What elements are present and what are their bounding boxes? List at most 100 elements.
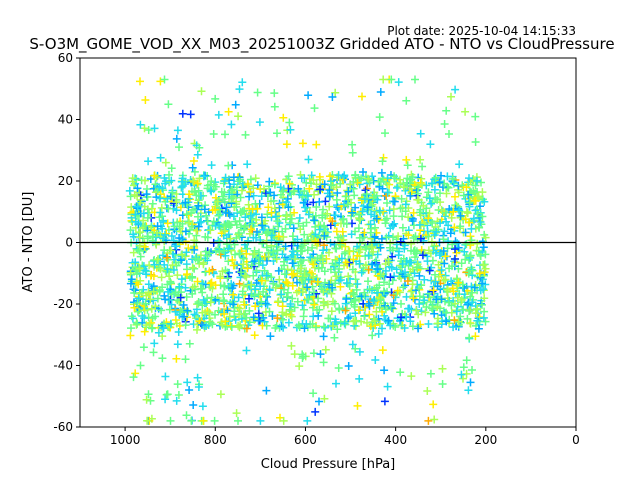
scatter-point bbox=[294, 184, 303, 193]
scatter-point bbox=[242, 346, 251, 355]
scatter-point bbox=[183, 270, 191, 279]
scatter-point bbox=[387, 75, 396, 84]
scatter-point bbox=[376, 88, 385, 96]
scatter-point bbox=[157, 273, 166, 282]
scatter-point bbox=[372, 283, 381, 292]
scatter-point bbox=[332, 379, 340, 388]
scatter-point bbox=[276, 183, 285, 192]
scatter-point bbox=[449, 207, 458, 216]
scatter-point bbox=[186, 226, 194, 234]
scatter-point bbox=[202, 211, 211, 220]
scatter-point bbox=[385, 280, 394, 289]
scatter-point bbox=[304, 295, 313, 304]
scatter-point bbox=[379, 287, 388, 296]
scatter-point bbox=[363, 318, 371, 327]
scatter-point bbox=[293, 278, 301, 287]
scatter-point bbox=[303, 246, 312, 255]
scatter-point bbox=[172, 206, 181, 215]
scatter-point bbox=[201, 171, 210, 180]
x-tick-label: 600 bbox=[294, 433, 317, 447]
scatter-point bbox=[183, 378, 192, 387]
scatter-point bbox=[248, 219, 257, 228]
scatter-point bbox=[220, 297, 229, 306]
scatter-point bbox=[319, 358, 328, 367]
scatter-point bbox=[262, 271, 271, 280]
scatter-point bbox=[407, 372, 416, 381]
scatter-point bbox=[415, 271, 424, 280]
scatter-point bbox=[430, 309, 439, 318]
scatter-point bbox=[364, 265, 373, 274]
scatter-point bbox=[168, 188, 177, 197]
scatter-point bbox=[337, 254, 346, 263]
scatter-point bbox=[256, 274, 265, 283]
scatter-point bbox=[348, 265, 357, 274]
scatter-point bbox=[399, 183, 408, 192]
scatter-point bbox=[400, 324, 409, 332]
scatter-point bbox=[231, 250, 239, 259]
scatter-point bbox=[181, 283, 190, 292]
scatter-point bbox=[178, 182, 187, 190]
scatter-point bbox=[353, 251, 362, 260]
scatter-point bbox=[353, 178, 362, 187]
x-axis-ticks: 1000 800 600 400 200 0 bbox=[110, 427, 580, 447]
scatter-point bbox=[451, 192, 459, 201]
scatter-point bbox=[131, 258, 140, 267]
scatter-point bbox=[316, 350, 325, 359]
scatter-point bbox=[432, 227, 441, 236]
scatter-point bbox=[418, 180, 427, 189]
scatter-point bbox=[284, 318, 293, 327]
scatter-point bbox=[298, 246, 307, 255]
scatter-point bbox=[480, 294, 489, 303]
scatter-point bbox=[423, 221, 432, 230]
scatter-point bbox=[462, 240, 471, 249]
scatter-point bbox=[375, 303, 384, 312]
scatter-point bbox=[348, 340, 357, 349]
scatter-point bbox=[416, 178, 425, 187]
scatter-point bbox=[428, 256, 437, 265]
scatter-point bbox=[198, 402, 207, 411]
scatter-point bbox=[463, 209, 472, 218]
scatter-point bbox=[320, 231, 329, 240]
scatter-point bbox=[155, 286, 164, 295]
scatter-point bbox=[241, 130, 250, 139]
scatter-point bbox=[407, 175, 416, 184]
scatter-point bbox=[163, 219, 172, 228]
scatter-point bbox=[237, 268, 246, 277]
scatter-point bbox=[391, 323, 400, 331]
scatter-point bbox=[457, 370, 466, 379]
scatter-point bbox=[158, 354, 167, 363]
scatter-point bbox=[471, 196, 480, 205]
scatter-point bbox=[157, 203, 166, 212]
scatter-point bbox=[238, 78, 247, 87]
scatter-point bbox=[260, 266, 269, 275]
scatter-point bbox=[172, 354, 181, 363]
scatter-point bbox=[454, 243, 463, 252]
scatter-point bbox=[193, 373, 202, 382]
scatter-point bbox=[262, 243, 271, 252]
scatter-point bbox=[420, 296, 429, 305]
scatter-point bbox=[296, 257, 305, 266]
scatter-point bbox=[273, 129, 281, 138]
scatter-point bbox=[375, 182, 384, 191]
scatter-point bbox=[139, 216, 148, 225]
scatter-point bbox=[334, 364, 343, 372]
scatter-point bbox=[474, 223, 483, 231]
scatter-point bbox=[309, 176, 318, 185]
scatter-point bbox=[243, 160, 252, 169]
scatter-point bbox=[141, 299, 150, 308]
scatter-point bbox=[130, 289, 139, 297]
scatter-point bbox=[396, 175, 404, 184]
scatter-point bbox=[152, 193, 161, 202]
scatter-point bbox=[167, 164, 176, 173]
scatter-point bbox=[193, 179, 202, 188]
scatter-point bbox=[378, 157, 387, 166]
scatter-point bbox=[360, 288, 369, 297]
scatter-point bbox=[246, 211, 255, 220]
scatter-point bbox=[371, 356, 380, 364]
scatter-point bbox=[448, 240, 457, 249]
scatter-point bbox=[456, 211, 465, 220]
scatter-point bbox=[446, 229, 455, 238]
scatter-point bbox=[153, 294, 162, 303]
scatter-point bbox=[295, 362, 304, 371]
scatter-point bbox=[126, 226, 135, 235]
